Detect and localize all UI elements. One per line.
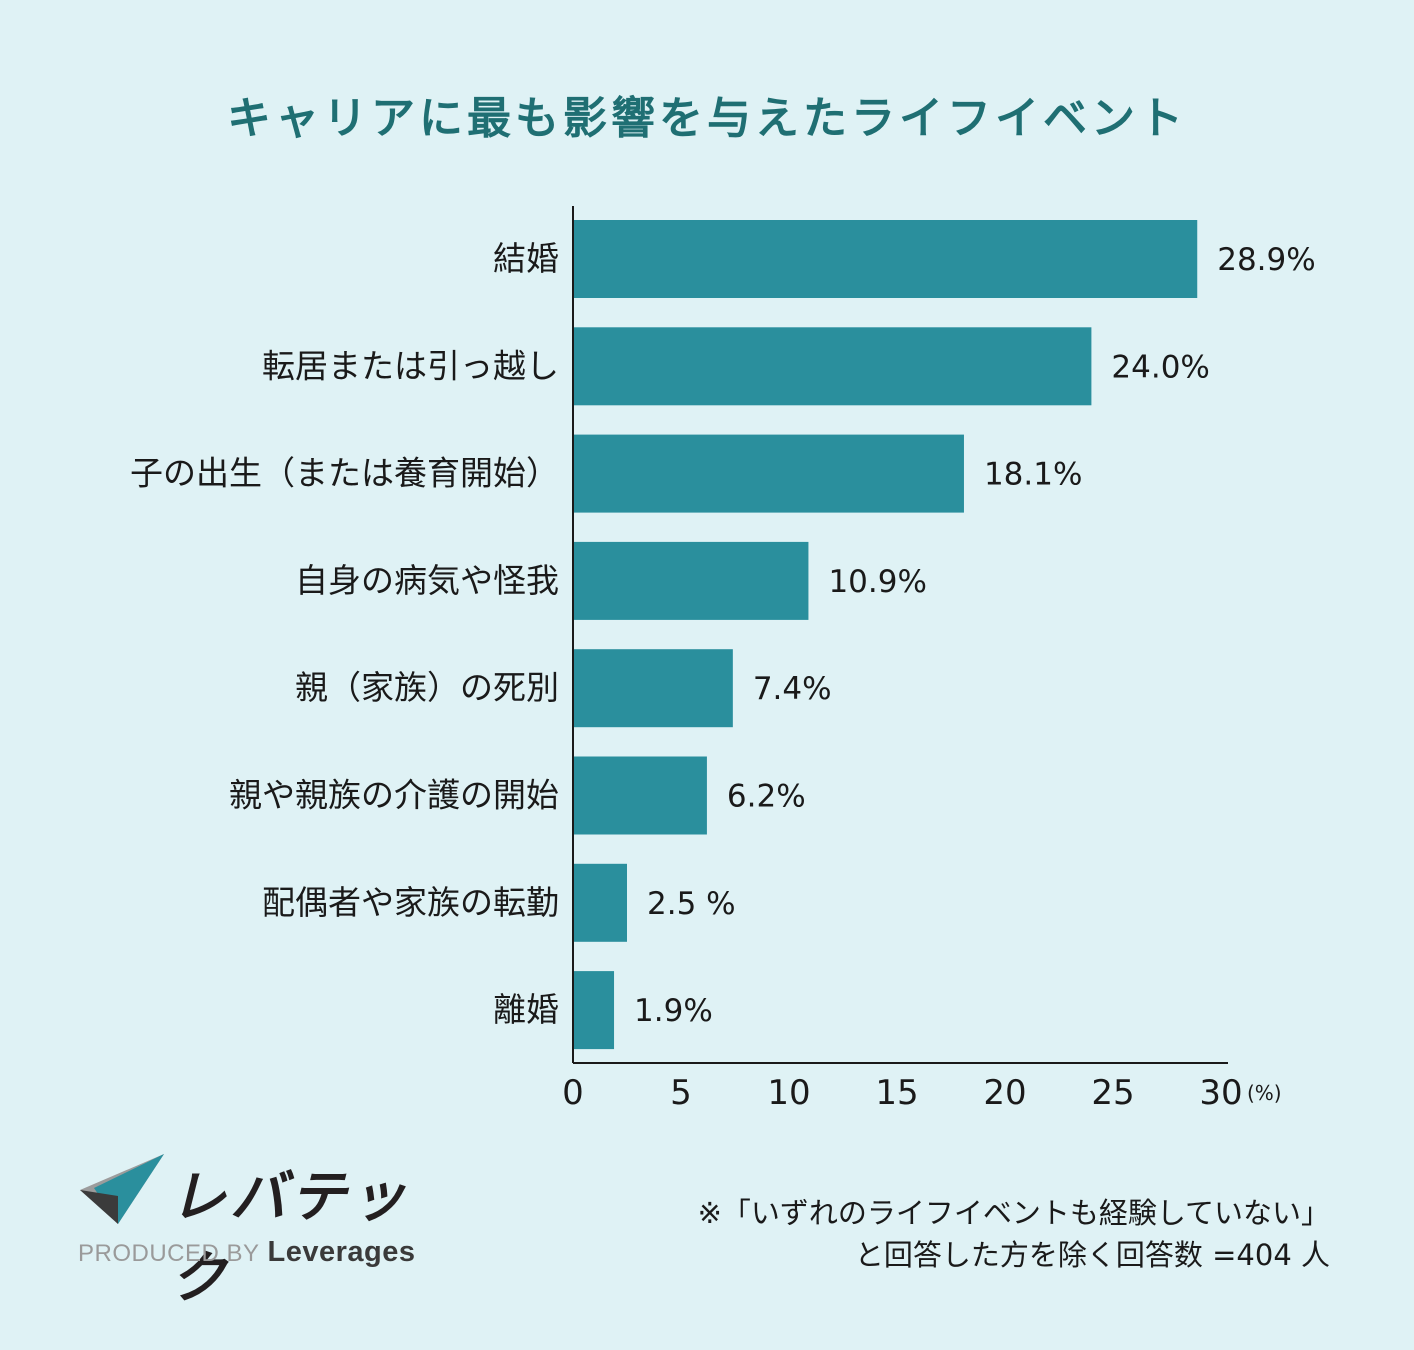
category-label-6: 配偶者や家族の転勤: [262, 883, 559, 922]
produced-by-text: PRODUCED BY: [78, 1240, 260, 1267]
bar-4: [573, 649, 733, 728]
x-tick-label-1: 5: [670, 1073, 692, 1113]
category-label-0: 結婚: [493, 239, 559, 278]
footnote: ※「いずれのライフイベントも経験していない」 と回答した方を除く回答数 =404…: [698, 1192, 1330, 1276]
x-tick-label-6: 30: [1199, 1073, 1242, 1113]
bar-1: [573, 327, 1092, 406]
chart-title: キャリアに最も影響を与えたライフイベント: [227, 93, 1187, 144]
value-label-5: 6.2%: [727, 779, 806, 815]
levtech-logo: レバテック PRODUCED BY Leverages: [78, 1150, 438, 1311]
value-label-2: 18.1%: [984, 457, 1082, 493]
value-label-0: 28.9%: [1217, 242, 1315, 278]
logo-wordmark: レバテック: [170, 1165, 410, 1311]
x-tick-label-5: 25: [1091, 1073, 1134, 1113]
logo-produced-by: PRODUCED BY Leverages: [78, 1236, 416, 1269]
x-tick-label-4: 20: [983, 1073, 1026, 1113]
value-label-1: 24.0%: [1111, 349, 1209, 385]
value-label-3: 10.9%: [828, 564, 926, 600]
bar-3: [573, 541, 809, 620]
bar-7: [573, 971, 615, 1050]
bar-6: [573, 863, 627, 942]
category-label-4: 親（家族）の死別: [295, 668, 559, 707]
value-label-7: 1.9%: [634, 993, 713, 1029]
value-label-4: 7.4%: [753, 671, 832, 707]
logo-brand-text: Leverages: [267, 1236, 416, 1268]
category-label-7: 離婚: [493, 990, 559, 1029]
x-tick-label-2: 10: [767, 1073, 810, 1113]
category-label-2: 子の出生（または養育開始）: [130, 454, 559, 493]
bar-2: [573, 434, 964, 513]
category-label-3: 自身の病気や怪我: [295, 561, 559, 600]
bar-0: [573, 220, 1198, 298]
footnote-line-1: ※「いずれのライフイベントも経験していない」: [697, 1196, 1330, 1230]
footnote-line-2: と回答した方を除く回答数 =404 人: [854, 1238, 1330, 1272]
category-label-5: 親や親族の介護の開始: [229, 776, 559, 815]
bar-chart: 結婚 28.9% 転居または引っ越し 24.0% 子の出生（または養育開始） 18.1% 自…: [130, 206, 1316, 1113]
logo-mark-icon: [80, 1154, 164, 1224]
x-tick-label-3: 15: [875, 1073, 918, 1113]
x-unit-label: (%): [1247, 1081, 1282, 1105]
value-label-6: 2.5 %: [647, 886, 736, 922]
x-tick-label-0: 0: [562, 1073, 584, 1113]
category-label-1: 転居または引っ越し: [262, 346, 559, 385]
bar-5: [573, 756, 707, 835]
